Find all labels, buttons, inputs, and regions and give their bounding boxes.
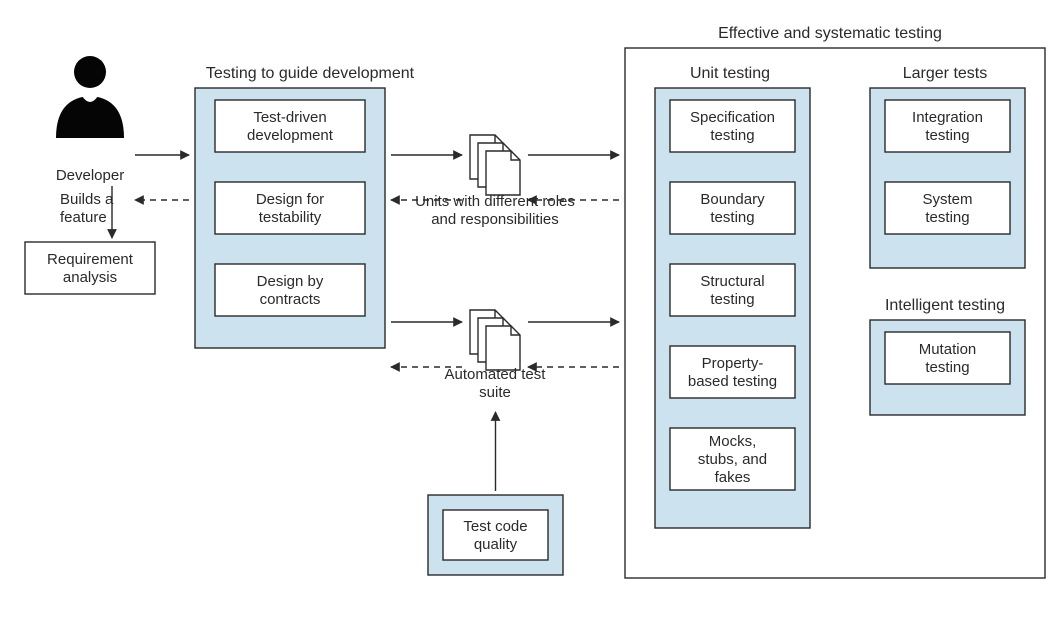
unit-item-3: Property-based testing <box>670 346 795 398</box>
developer-label: Developer <box>56 167 124 184</box>
svg-text:Systemtesting: Systemtesting <box>922 191 972 226</box>
larger-item-1: Systemtesting <box>885 182 1010 234</box>
unit-testing-panel: Specificationtesting Boundarytesting Struc… <box>655 88 810 528</box>
unit-testing-title: Unit testing <box>690 65 770 82</box>
intel-item-0: Mutationtesting <box>885 332 1010 384</box>
larger-tests-title: Larger tests <box>903 65 987 82</box>
units-doc-stack <box>470 135 520 195</box>
svg-text:Mutationtesting: Mutationtesting <box>919 341 977 376</box>
systematic-title: Effective and systematic testing <box>718 25 942 42</box>
guide-dev-item-2: Design bycontracts <box>215 264 365 316</box>
intelligent-testing-panel: Mutationtesting <box>870 320 1025 415</box>
unit-item-0: Specificationtesting <box>670 100 795 152</box>
larger-item-0: Integrationtesting <box>885 100 1010 152</box>
guide-dev-panel: Test-drivendevelopment Design fortestabil… <box>195 88 385 348</box>
unit-item-4: Mocks,stubs, andfakes <box>670 428 795 490</box>
svg-text:Design bycontracts: Design bycontracts <box>257 273 324 308</box>
guide-dev-title: Testing to guide development <box>206 65 415 82</box>
svg-text:Test-drivendevelopment: Test-drivendevelopment <box>247 109 334 144</box>
unit-item-2: Structuraltesting <box>670 264 795 316</box>
requirement-analysis-box: Requirementanalysis <box>25 242 155 294</box>
guide-dev-item-1: Design fortestability <box>215 182 365 234</box>
intelligent-testing-title: Intelligent testing <box>885 297 1005 314</box>
builds-a-feature-label: Builds afeature <box>60 191 114 226</box>
unit-item-1: Boundarytesting <box>670 182 795 234</box>
developer-icon <box>56 56 124 138</box>
test-code-quality-panel: Test codequality <box>428 495 563 575</box>
svg-text:Design fortestability: Design fortestability <box>256 191 324 226</box>
units-label: Units with different rolesand responsibi… <box>415 193 575 228</box>
suite-doc-stack <box>470 310 520 370</box>
suite-label: Automated testsuite <box>445 366 547 401</box>
larger-tests-panel: Integrationtesting Systemtesting <box>870 88 1025 268</box>
test-code-quality-box: Test codequality <box>443 510 548 560</box>
guide-dev-item-0: Test-drivendevelopment <box>215 100 365 152</box>
